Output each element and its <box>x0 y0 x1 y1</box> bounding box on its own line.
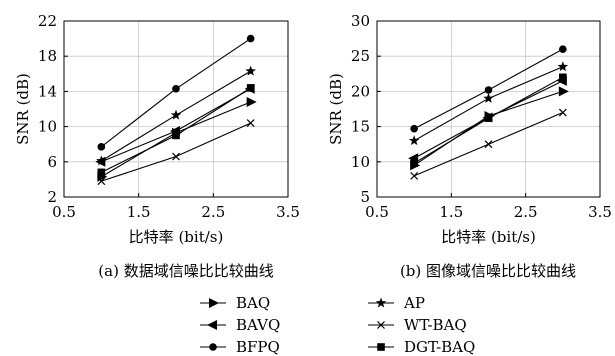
chart-b-point-bfpq <box>484 86 493 94</box>
legend-label-bfpq: BFPQ <box>236 338 280 356</box>
chart-b-point-wt-baq <box>410 171 419 180</box>
chart-b-x-tick-label: 3.5 <box>588 203 612 221</box>
chart-b-y-axis-label: SNR (dB) <box>327 73 345 145</box>
chart-a-point-ap <box>96 155 107 166</box>
chart-b-x-tick-label: 2.5 <box>514 203 538 221</box>
chart-a-x-tick-label: 2.5 <box>201 203 225 221</box>
chart-b-point-ap <box>408 135 420 146</box>
chart-b-x-tick-label: 0.5 <box>365 203 389 221</box>
chart-a-point-wt-baq <box>97 177 106 186</box>
legend-marker-dgt-baq <box>377 343 385 351</box>
chart-b-point-bfpq <box>410 124 418 133</box>
chart-a-x-tick-label: 3.5 <box>276 203 300 221</box>
chart-b-x-tick-label: 1.5 <box>439 203 463 221</box>
chart-a: 0.5 1.5 2.5 3.5 2 6 10 14 18 22 比特率 (bit/s) SNR (dB… <box>14 12 300 246</box>
chart-a-x-axis-label: 比特率 (bit/s) <box>129 228 224 246</box>
legend-marker-bfpq <box>209 343 217 351</box>
chart-a-point-ap <box>170 109 182 120</box>
legend-marker-bavq <box>207 320 217 330</box>
chart-a-point-dgt-baq <box>172 131 180 140</box>
legend-label-dgt-baq: DGT-BAQ <box>404 338 475 356</box>
legend-marker-wt-baq <box>377 321 385 329</box>
legend-label-bavq: BAVQ <box>236 316 280 334</box>
chart-a-y-tick-label: 6 <box>47 153 57 171</box>
legend-marker-baq <box>209 298 219 308</box>
chart-b-y-tick-label: 20 <box>351 82 370 100</box>
chart-a-y-tick-label: 18 <box>38 47 57 65</box>
chart-b-point-dgt-baq <box>484 114 493 122</box>
legend: BAQ AP BAVQ WT-BAQ BFPQ DGT-BAQ <box>200 294 475 356</box>
chart-a-series-line-bavq <box>101 88 251 163</box>
chart-a-plot-frame <box>63 20 289 198</box>
chart-a-x-tick-label: 1.5 <box>127 203 151 221</box>
legend-label-baq: BAQ <box>236 294 270 312</box>
chart-a-point-dgt-baq <box>97 168 106 177</box>
chart-b-caption: (b) 图像域信噪比比较曲线 <box>400 262 576 280</box>
chart-b-point-baq <box>558 86 569 97</box>
chart-a-point-ap <box>245 65 256 76</box>
chart-b-plot-frame <box>376 20 601 198</box>
chart-a-y-tick-label: 22 <box>38 12 57 30</box>
chart-a-point-dgt-baq <box>246 84 255 92</box>
chart-b: 0.5 1.5 2.5 3.5 5 10 15 20 25 30 比特率 (bit/s) SNR (d… <box>327 12 612 246</box>
chart-a-point-bfpq <box>97 143 106 151</box>
chart-a-point-wt-baq <box>172 152 180 161</box>
chart-b-y-tick-label: 5 <box>360 188 370 206</box>
chart-b-point-ap <box>557 61 569 72</box>
chart-b-point-dgt-baq <box>559 73 567 82</box>
chart-a-y-tick-label: 2 <box>47 188 57 206</box>
chart-b-series-line-ap <box>413 66 564 142</box>
chart-a-y-tick-label: 10 <box>38 118 57 136</box>
chart-a-point-wt-baq <box>246 119 255 128</box>
chart-b-point-bfpq <box>559 45 567 53</box>
chart-b-y-tick-label: 10 <box>351 153 370 171</box>
chart-b-y-tick-label: 25 <box>351 47 370 65</box>
chart-b-y-tick-label: 30 <box>351 12 370 30</box>
chart-a-caption: (a) 数据域信噪比比较曲线 <box>98 262 273 280</box>
chart-b-y-tick-label: 15 <box>351 118 370 136</box>
chart-a-y-tick-label: 14 <box>38 82 57 100</box>
legend-label-ap: AP <box>403 294 425 312</box>
chart-a-y-axis-label: SNR (dB) <box>14 73 32 145</box>
chart-a-point-bfpq <box>172 84 180 93</box>
chart-b-point-wt-baq <box>558 108 567 117</box>
chart-b-point-wt-baq <box>484 140 493 149</box>
chart-a-point-baq <box>246 96 257 107</box>
legend-label-wt-baq: WT-BAQ <box>404 316 467 334</box>
chart-b-point-dgt-baq <box>410 159 418 168</box>
chart-a-x-tick-label: 0.5 <box>52 203 76 221</box>
chart-b-x-axis-label: 比特率 (bit/s) <box>441 228 536 246</box>
legend-marker-ap <box>375 297 387 308</box>
chart-a-point-bfpq <box>246 34 255 43</box>
chart-b-point-ap <box>483 92 494 103</box>
